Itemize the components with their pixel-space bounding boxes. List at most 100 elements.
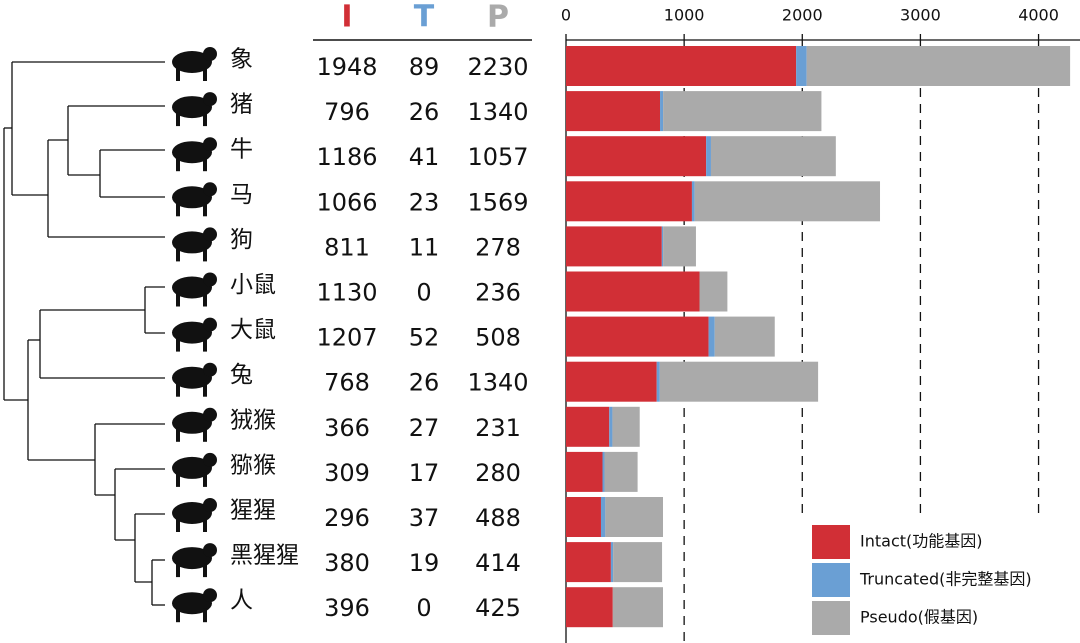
table-value: 52 — [409, 324, 440, 352]
bar-segment — [660, 91, 664, 132]
bar-segment — [612, 587, 663, 628]
table-value: 1340 — [467, 369, 528, 397]
icon-body — [172, 321, 212, 344]
animal-icon — [172, 272, 217, 307]
bar-segment — [661, 226, 664, 267]
column-header: I — [341, 0, 352, 35]
table-value: 19 — [409, 549, 440, 577]
bar-segment — [566, 451, 603, 492]
animal-icon — [172, 137, 217, 172]
icon-leg — [176, 427, 180, 442]
icon-body — [172, 411, 212, 434]
icon-leg — [203, 427, 207, 442]
bar-segment — [708, 316, 715, 357]
animal-icon — [172, 47, 217, 81]
bar-segment — [566, 316, 709, 357]
icon-leg — [176, 337, 180, 352]
bar-segment — [609, 406, 613, 447]
bar-segment — [566, 497, 601, 537]
row-label: 牛 — [230, 137, 253, 163]
icon-leg — [176, 292, 180, 307]
icon-head — [203, 543, 217, 558]
table-value: 414 — [475, 549, 521, 577]
bar-segment — [806, 46, 1071, 86]
table-value: 17 — [409, 459, 440, 487]
row-label: 黑猩猩 — [230, 543, 299, 569]
table-value: 768 — [324, 369, 370, 397]
x-tick-label: 0 — [561, 6, 571, 25]
bar-segment — [604, 451, 638, 492]
table-value: 236 — [475, 279, 521, 307]
bar-segment — [566, 91, 661, 132]
icon-head — [203, 362, 217, 377]
column-header: T — [414, 0, 435, 35]
bar-segment — [659, 361, 819, 402]
icon-body — [172, 276, 212, 299]
table-value: 231 — [475, 414, 521, 442]
icon-leg — [203, 292, 207, 307]
icon-body — [172, 186, 212, 209]
table-value: 1066 — [316, 188, 377, 216]
icon-body — [172, 502, 212, 524]
table-value: 425 — [475, 594, 521, 622]
legend-label: Intact(功能基因) — [860, 532, 983, 551]
column-header: P — [487, 0, 509, 35]
icon-leg — [203, 518, 207, 532]
icon-body — [172, 366, 212, 389]
icon-leg — [176, 157, 180, 172]
animal-icon — [172, 317, 217, 352]
dendrogram — [3, 61, 165, 606]
table-value: 366 — [324, 414, 370, 442]
icon-leg — [203, 563, 207, 578]
bar-segment — [714, 316, 775, 357]
row-label: 兔 — [230, 362, 253, 388]
table-value: 89 — [409, 53, 440, 81]
row-label: 狗 — [230, 227, 253, 253]
icon-head — [203, 227, 217, 242]
bar-segment — [566, 226, 662, 267]
icon-leg — [203, 472, 207, 487]
table-value: 296 — [324, 504, 370, 532]
icon-leg — [203, 112, 207, 127]
icon-leg — [203, 337, 207, 352]
icon-head — [203, 272, 217, 287]
bar-segment — [600, 497, 606, 537]
bar-segment — [694, 181, 881, 222]
icon-leg — [203, 382, 207, 397]
table-value: 796 — [324, 98, 370, 126]
bar-segment — [566, 181, 692, 222]
bar-segment — [710, 136, 836, 177]
table-value: 0 — [416, 594, 431, 622]
icon-body — [172, 141, 212, 164]
icon-head — [203, 407, 217, 422]
row-label: 象 — [230, 47, 253, 73]
icon-body — [172, 456, 212, 479]
icon-head — [203, 588, 217, 603]
icon-leg — [176, 472, 180, 487]
bar-segment — [602, 451, 605, 492]
animal-icon — [172, 452, 217, 487]
table-value: 396 — [324, 594, 370, 622]
icon-body — [172, 51, 212, 73]
icon-head — [203, 137, 217, 152]
icon-leg — [203, 67, 207, 81]
table-value: 1948 — [316, 53, 377, 81]
icon-head — [203, 47, 217, 61]
icon-leg — [176, 112, 180, 127]
table-value: 380 — [324, 549, 370, 577]
icon-body — [172, 231, 212, 254]
icon-leg — [176, 382, 180, 397]
table-value: 1569 — [467, 188, 528, 216]
icon-body — [172, 96, 212, 119]
bar-segment — [566, 587, 613, 628]
bar-segment — [566, 46, 797, 86]
table-value: 811 — [324, 233, 370, 261]
icon-leg — [176, 202, 180, 217]
bar-segment — [566, 136, 707, 177]
bar-segment — [663, 226, 696, 267]
x-tick-label: 3000 — [900, 6, 941, 25]
animal-icon — [172, 227, 217, 262]
bar-segment — [566, 271, 700, 312]
icon-leg — [203, 202, 207, 217]
